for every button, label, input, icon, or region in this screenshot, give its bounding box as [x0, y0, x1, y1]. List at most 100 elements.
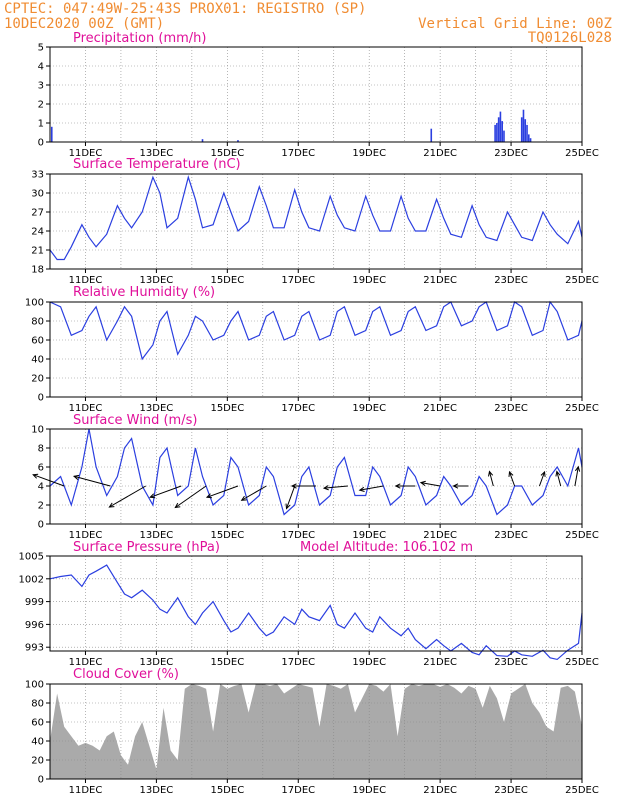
header-grid-note: Vertical Grid Line: 00Z — [418, 16, 612, 32]
rh-line — [49, 300, 583, 361]
wind-arrow — [150, 485, 182, 498]
temp-xtick-label: 11DEC — [69, 275, 103, 286]
cloud-ytick-label: 0 — [38, 775, 44, 786]
pres-frame — [49, 555, 583, 652]
wind-arrow-head — [394, 483, 401, 489]
wind-arrow — [109, 485, 147, 508]
pres-ytick-label: 993 — [25, 643, 44, 654]
rh-ytick-label: 40 — [31, 355, 44, 366]
rh-ytick-label: 100 — [25, 298, 44, 309]
temp-ytick-label: 27 — [31, 208, 44, 219]
temp-xtick-label: 25DEC — [565, 275, 599, 286]
precip-frame — [49, 46, 583, 143]
wind-arrow-head — [508, 470, 514, 477]
precip-xtick-label: 17DEC — [281, 148, 315, 159]
header-model-id: TQ0126L028 — [528, 30, 612, 46]
wind-arrow — [488, 471, 494, 487]
cloud-xtick-label: 25DEC — [565, 785, 599, 796]
precip-bar — [201, 139, 204, 142]
precip-xtick-label: 13DEC — [140, 148, 174, 159]
precip-title: Precipitation (mm/h) — [73, 31, 206, 46]
wind-arrow — [420, 482, 441, 487]
wind-arrow — [574, 466, 579, 487]
rh-ytick-label: 60 — [31, 336, 44, 347]
wind-xtick-label: 23DEC — [494, 530, 528, 541]
pres-xtick-label: 11DEC — [69, 657, 103, 668]
wind-arrow-head — [205, 493, 212, 499]
pres-xtick-label: 19DEC — [352, 657, 386, 668]
pres-ytick-label: 999 — [25, 597, 44, 608]
wind-arrow — [206, 485, 239, 498]
rh-xtick-label: 11DEC — [69, 403, 103, 414]
wind-ytick-label: 10 — [31, 425, 44, 436]
temp-ytick-label: 24 — [31, 227, 44, 238]
wind-arrow-head — [108, 502, 115, 508]
pres-ytick-label: 1005 — [19, 552, 44, 563]
pres-xtick-label: 17DEC — [281, 657, 315, 668]
pres-xtick-label: 15DEC — [210, 657, 244, 668]
wind-ytick-label: 2 — [38, 501, 44, 512]
cloud-xtick-label: 11DEC — [69, 785, 103, 796]
temp-frame — [49, 173, 583, 270]
cloud-xtick-label: 23DEC — [494, 785, 528, 796]
wind-panel: 0 2 4 6 8 10 11DEC 13DEC 15DEC 17DEC 19DEC 21DEC 23D… — [31, 425, 599, 542]
rh-xtick-label: 21DEC — [423, 403, 457, 414]
wind-ytick-label: 0 — [38, 520, 44, 531]
rh-frame — [49, 301, 583, 398]
rh-ytick-label: 80 — [31, 317, 44, 328]
precip-bar — [496, 123, 498, 142]
precip-bar — [50, 126, 53, 142]
pres-xtick-label: 21DEC — [423, 657, 457, 668]
temp-ytick-label: 21 — [31, 246, 44, 257]
precip-bar — [529, 138, 532, 142]
wind-arrow-head — [574, 465, 581, 472]
pres-altitude-note: Model Altitude: 106.102 m — [300, 540, 473, 555]
pres-line — [49, 564, 583, 661]
rh-xtick-label: 25DEC — [565, 403, 599, 414]
pres-xtick-label: 23DEC — [494, 657, 528, 668]
wind-arrow-head — [358, 486, 365, 493]
temp-line — [49, 175, 583, 261]
precip-bar — [430, 128, 433, 142]
rh-ytick-label: 20 — [31, 374, 44, 385]
precip-bar — [524, 119, 527, 142]
cloud-ytick-label: 80 — [31, 699, 44, 710]
wind-ytick-label: 8 — [38, 444, 44, 455]
rh-title: Relative Humidity (%) — [73, 285, 215, 300]
cloud-xtick-label: 13DEC — [140, 785, 174, 796]
precip-ytick-label: 2 — [38, 100, 44, 111]
cloud-xtick-label: 19DEC — [352, 785, 386, 796]
rh-ytick-label: 0 — [38, 393, 44, 404]
pres-ytick-label: 996 — [25, 620, 44, 631]
wind-arrow — [556, 471, 562, 487]
precip-xtick-label: 25DEC — [565, 148, 599, 159]
cloud-xtick-label: 21DEC — [423, 785, 457, 796]
header-run-date: 10DEC2020 00Z (GMT) — [4, 16, 164, 32]
cloud-ytick-label: 60 — [31, 718, 44, 729]
wind-line — [49, 428, 583, 516]
precip-ytick-label: 5 — [38, 43, 44, 54]
precip-ytick-label: 0 — [38, 138, 44, 149]
precip-xtick-label: 11DEC — [69, 148, 103, 159]
wind-arrow-head — [32, 473, 39, 479]
wind-arrow-head — [285, 503, 291, 510]
pres-title: Surface Pressure (hPa) — [73, 540, 220, 555]
temp-ytick-label: 30 — [31, 189, 44, 200]
precip-bar — [237, 140, 239, 142]
precip-ytick-label: 3 — [38, 81, 44, 92]
wind-xtick-label: 11DEC — [69, 530, 103, 541]
precip-bar — [499, 111, 502, 142]
cloud-ytick-label: 20 — [31, 756, 44, 767]
cloud-ytick-label: 100 — [25, 680, 44, 691]
temp-ytick-label: 33 — [31, 170, 44, 181]
wind-arrow — [538, 471, 546, 487]
temp-xtick-label: 15DEC — [210, 275, 244, 286]
cloud-area — [50, 684, 582, 779]
precip-xtick-label: 19DEC — [352, 148, 386, 159]
temp-xtick-label: 13DEC — [140, 275, 174, 286]
wind-arrow-head — [72, 474, 80, 480]
wind-xtick-label: 25DEC — [565, 530, 599, 541]
precip-xtick-label: 15DEC — [210, 148, 244, 159]
precip-ytick-label: 1 — [38, 119, 44, 130]
